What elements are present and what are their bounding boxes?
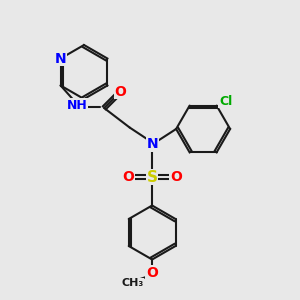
Text: N: N <box>146 137 158 151</box>
Text: CH₃: CH₃ <box>122 278 144 289</box>
Text: O: O <box>115 85 127 98</box>
Text: O: O <box>146 266 158 280</box>
Text: N: N <box>55 52 66 65</box>
Text: O: O <box>122 170 134 184</box>
Text: NH: NH <box>67 98 88 112</box>
Text: O: O <box>170 170 182 184</box>
Text: S: S <box>147 169 158 184</box>
Text: Cl: Cl <box>219 94 232 108</box>
